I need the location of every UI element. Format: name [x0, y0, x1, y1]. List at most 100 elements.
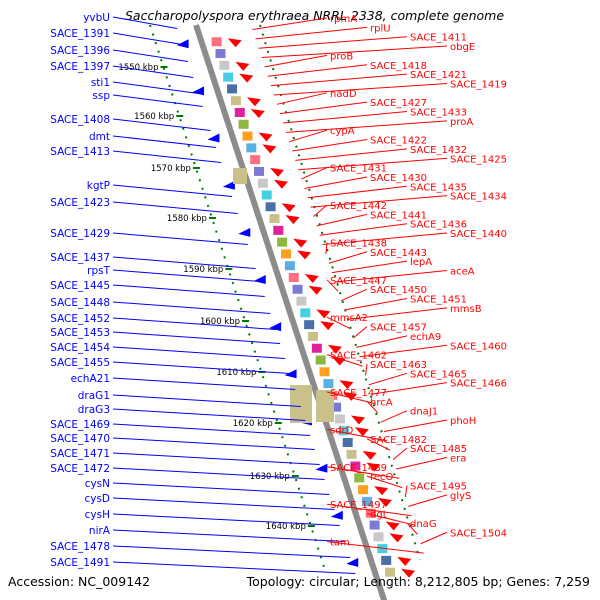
gene-label-left: SACE_1454 [50, 342, 110, 354]
gene-label-right: SACE_1450 [370, 285, 427, 296]
gene-label-left: cysD [84, 493, 110, 505]
gene-box [292, 284, 303, 294]
forward-gene-arrow [389, 533, 404, 543]
gene-label-right: SACE_1433 [410, 108, 467, 119]
label-connector-right [326, 316, 351, 330]
forward-gene-arrow [227, 38, 242, 48]
forward-gene-arrow [308, 285, 323, 295]
label-connector-left [112, 529, 345, 542]
label-connector-left [112, 301, 271, 314]
right-dotted-guide [259, 24, 421, 561]
label-connector-left [112, 16, 178, 29]
reverse-gene-arrow [346, 557, 359, 567]
gene-label-right: aceA [450, 266, 475, 277]
label-connector-right [359, 344, 448, 358]
gene-label-right: proB [330, 51, 353, 62]
gene-label-left: SACE_1491 [50, 557, 110, 569]
label-connector-left [112, 377, 296, 390]
label-connector-left [112, 317, 276, 330]
label-connector-right [255, 26, 368, 40]
gene-label-left: SACE_1478 [50, 541, 110, 553]
gene-label-right: SACE_1419 [450, 79, 507, 90]
label-connector-left [112, 81, 199, 94]
gene-label-right: SACE_1434 [450, 192, 507, 203]
forward-gene-arrow [297, 250, 312, 260]
scale-tick-label: 1590 kbp [183, 265, 223, 275]
gene-box [323, 379, 334, 389]
gene-box [211, 37, 222, 47]
gene-label-left: yvbU [83, 12, 110, 24]
gene-label-left: dmt [89, 131, 110, 143]
gene-box [219, 60, 230, 70]
gene-label-right: dnaG [410, 519, 437, 530]
label-connector-right [286, 120, 448, 133]
gene-box [223, 72, 234, 82]
gene-label-left: SACE_1408 [50, 114, 110, 126]
gene-box [350, 461, 361, 471]
label-connector-right [326, 279, 339, 292]
gene-label-left: SACE_1397 [50, 61, 110, 73]
gene-label-left: SACE_1437 [50, 252, 110, 264]
label-layer: 1550 kbp 1560 kbp 1570 kbp 1580 kbp 1590 kbp… [50, 12, 507, 574]
label-connector-left [112, 394, 301, 407]
scale-tick-label: 1620 kbp [233, 419, 273, 429]
label-connector-right [298, 157, 448, 171]
left-dotted-guide [149, 24, 326, 571]
gene-label-left: rpsT [87, 265, 110, 277]
gene-box [304, 320, 315, 330]
gene-label-right: SACE_1427 [370, 98, 427, 109]
reverse-gene-arrow [253, 275, 266, 284]
forward-gene-arrow [235, 61, 250, 71]
gene-box [215, 49, 226, 59]
label-connector-left [112, 331, 281, 344]
gene-label-right: SACE_1465 [410, 369, 467, 380]
gene-label-left: SACE_1469 [50, 419, 110, 431]
gene-label-right: SACE_1418 [370, 61, 427, 72]
label-connector-left [112, 232, 248, 245]
scale-tick-label: 1600 kbp [200, 317, 240, 327]
gene-label-right: SACE_1477 [330, 388, 387, 399]
gene-label-left: SACE_1453 [50, 327, 110, 339]
gene-box [315, 355, 326, 365]
forward-gene-arrow [327, 344, 342, 354]
label-connector-left [112, 467, 325, 480]
gene-box [246, 143, 257, 153]
label-connector-right [328, 251, 368, 264]
gene-label-right: mmsA2 [330, 313, 368, 324]
label-connector-right [326, 503, 412, 517]
label-connector-right [366, 513, 415, 526]
gene-box [385, 567, 396, 577]
label-connector-left [112, 561, 356, 574]
label-connector-right [301, 167, 328, 180]
forward-gene-arrow [293, 238, 308, 248]
gene-box [358, 485, 369, 495]
gene-label-right: SACE_1463 [370, 360, 427, 371]
gene-box [354, 473, 365, 483]
gene-box [269, 214, 280, 224]
accession-text: Accession: NC_009142 [8, 574, 151, 589]
gene-label-right: SACE_1462 [330, 351, 387, 362]
gene-label-left: SACE_1470 [50, 433, 110, 445]
label-connector-right [267, 64, 368, 77]
forward-gene-arrow [262, 144, 277, 154]
gene-box [342, 438, 353, 448]
gene-label-right: phoH [450, 416, 476, 427]
label-connector-right [258, 36, 408, 49]
label-connector-right [368, 372, 408, 386]
label-connector-left [112, 94, 203, 107]
gene-label-right: SACE_1482 [370, 435, 427, 446]
gene-label-right: SACE_1440 [450, 229, 507, 240]
label-connector-right [282, 111, 408, 124]
gene-label-left: SACE_1396 [50, 45, 110, 57]
gene-box [288, 273, 299, 282]
gene-label-left: draG3 [78, 404, 110, 416]
label-connector-right [406, 522, 418, 535]
scale-tick-label: 1580 kbp [167, 214, 207, 224]
scale-tick-label: 1560 kbp [134, 112, 174, 122]
gene-label-right: SACE_1432 [410, 145, 467, 156]
gene-layer [149, 24, 421, 600]
scale-tick-label: 1640 kbp [266, 522, 306, 532]
gene-box [373, 532, 384, 542]
label-connector-right [316, 213, 368, 227]
gene-label-right: lepA [410, 257, 432, 268]
